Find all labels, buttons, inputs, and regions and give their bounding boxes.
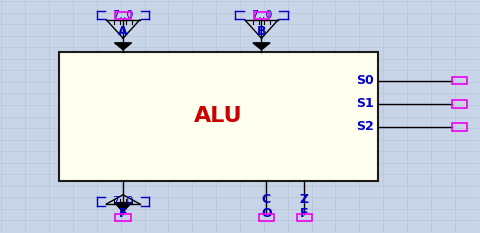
Text: C: C bbox=[262, 193, 271, 206]
Bar bbox=[254, 11, 269, 19]
Bar bbox=[452, 77, 467, 85]
Text: Z: Z bbox=[300, 193, 309, 206]
Text: S0: S0 bbox=[356, 74, 373, 87]
Polygon shape bbox=[115, 203, 132, 212]
Text: S1: S1 bbox=[356, 97, 373, 110]
Text: A: A bbox=[118, 25, 128, 38]
Text: 7..0: 7..0 bbox=[251, 10, 272, 20]
Text: ALU: ALU bbox=[194, 106, 243, 127]
Bar bbox=[452, 100, 467, 107]
Bar bbox=[452, 123, 467, 130]
Text: O: O bbox=[261, 207, 272, 220]
Polygon shape bbox=[253, 43, 270, 50]
Polygon shape bbox=[115, 43, 132, 50]
Text: 7..0: 7..0 bbox=[112, 10, 134, 20]
Bar bbox=[116, 11, 131, 19]
Bar bbox=[297, 214, 312, 222]
Text: F: F bbox=[300, 207, 309, 220]
Bar bbox=[259, 214, 274, 222]
Text: B: B bbox=[257, 25, 266, 38]
Bar bbox=[116, 214, 131, 222]
Text: F: F bbox=[119, 207, 127, 220]
Text: 7..0: 7..0 bbox=[112, 196, 134, 206]
Text: S2: S2 bbox=[356, 120, 373, 133]
Bar bbox=[59, 52, 378, 181]
